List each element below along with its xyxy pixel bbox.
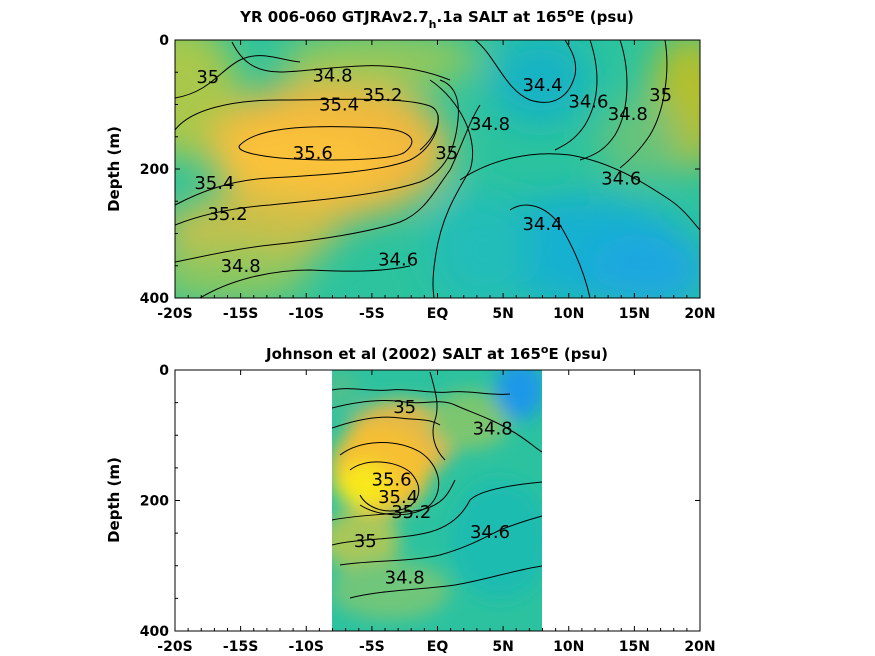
top-contour-label: 35.4: [319, 95, 359, 116]
top-xtick-label: -5S: [359, 306, 385, 322]
top-contour-label: 34.6: [601, 169, 641, 190]
top-xtick-label: 20N: [684, 306, 715, 322]
bottom-ytick-label: 200: [140, 494, 169, 510]
bottom-xtick-label: 5N: [492, 639, 513, 655]
bottom-contour-label: 35.2: [391, 502, 431, 523]
bottom-heatmap: [332, 370, 542, 631]
top-ylabel: Depth (m): [105, 126, 123, 212]
bottom-ylabel: Depth (m): [105, 457, 123, 543]
top-contour-label: 34.8: [221, 256, 261, 277]
top-contour-label: 35: [649, 85, 672, 106]
bottom-xtick-label: 20N: [684, 639, 715, 655]
bottom-contour-label: 34.8: [473, 419, 513, 440]
top-contour-label: 34.8: [312, 65, 352, 86]
bottom-ytick-label: 0: [159, 363, 169, 379]
top-title: YR 006-060 GTJRAv2.7h.1a SALT at 165oE (…: [239, 6, 634, 31]
top-contour-label: 35.4: [194, 173, 234, 194]
top-axes: -20S -15S -10S -5S EQ 5N 10N 15N 20N 0 200 400: [140, 33, 716, 322]
top-xtick-label: EQ: [427, 306, 449, 322]
top-contour-label: 35.2: [362, 85, 402, 106]
bottom-title: Johnson et al (2002) SALT at 165oE (psu): [265, 343, 608, 363]
top-ytick-label: 400: [140, 291, 169, 307]
bottom-xtick-label: -15S: [223, 639, 258, 655]
bottom-contour-label: 35: [354, 531, 377, 552]
bottom-ytick-label: 400: [140, 624, 169, 640]
bottom-contour-label: 35.6: [372, 470, 412, 491]
bottom-contour-label: 34.6: [470, 522, 510, 543]
top-contour-label: 35.6: [293, 143, 333, 164]
top-contour-label: 34.4: [522, 75, 562, 96]
bottom-panel: Johnson et al (2002) SALT at 165oE (psu): [105, 343, 716, 655]
top-contour-label: 34.8: [470, 114, 510, 135]
bottom-contour-label: 34.8: [385, 567, 425, 588]
top-xtick-label: 10N: [553, 306, 584, 322]
top-contour-label: 34.8: [608, 104, 648, 125]
bottom-xtick-label: -10S: [289, 639, 324, 655]
top-xtick-label: -15S: [223, 306, 258, 322]
top-contour-label: 34.6: [378, 249, 418, 270]
top-contour-label: 35: [435, 143, 458, 164]
bottom-xtick-label: 10N: [553, 639, 584, 655]
top-panel: YR 006-060 GTJRAv2.7h.1a SALT at 165oE (…: [105, 6, 716, 322]
bottom-xtick-label: -20S: [157, 639, 192, 655]
top-contour-label: 34.4: [522, 214, 562, 235]
top-ytick-label: 200: [140, 162, 169, 178]
top-ytick-label: 0: [159, 33, 169, 49]
top-heatmap: [175, 40, 700, 298]
top-xtick-label: 5N: [492, 306, 513, 322]
bottom-contour-label: 35: [393, 397, 416, 418]
bottom-xtick-label: 15N: [619, 639, 650, 655]
bottom-contour-label: 35.4: [378, 487, 418, 508]
top-contour-label: 34.6: [568, 91, 608, 112]
top-contour-labels: 35 34.835.235.435.635.435.23534.834.434.6…: [194, 65, 672, 276]
bottom-axes: -20S -15S -10S -5S EQ 5N 10N 15N 20N 0 200 400: [140, 363, 716, 655]
bottom-contour-labels: 35 34.8 35.635.435.2 34.6 35 34.8: [354, 397, 513, 588]
top-xtick-label: 15N: [619, 306, 650, 322]
top-xtick-label: -10S: [289, 306, 324, 322]
top-xtick-label: -20S: [157, 306, 192, 322]
bottom-xtick-label: EQ: [427, 639, 449, 655]
top-contour-label: 35.2: [207, 204, 247, 225]
bottom-xtick-label: -5S: [359, 639, 385, 655]
top-contour-label: 35: [196, 67, 219, 88]
